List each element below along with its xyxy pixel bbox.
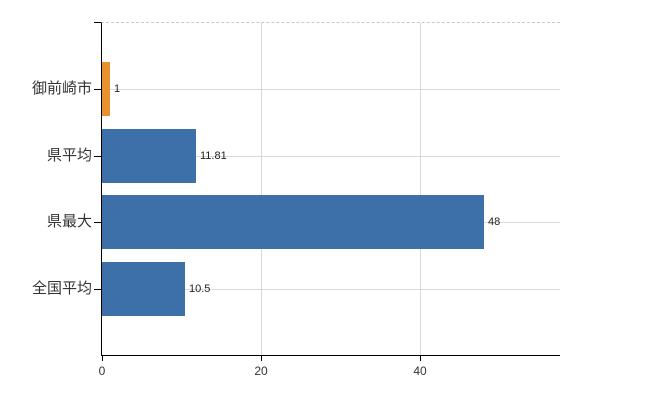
x-axis-tick: [261, 356, 262, 361]
bar-value-label: 48: [488, 216, 501, 228]
x-axis-tick-label: 40: [413, 364, 427, 378]
y-axis-tick: [94, 89, 101, 90]
category-label: 全国平均: [31, 280, 92, 297]
category-label: 県平均: [46, 147, 92, 164]
vertical-gridline: [420, 23, 421, 355]
vertical-gridline: [261, 23, 262, 355]
y-axis-tick: [94, 289, 101, 290]
bar: [102, 262, 185, 316]
horizontal-gridline: [102, 89, 560, 90]
bar-value-label: 10.5: [189, 283, 211, 295]
bar: [102, 195, 484, 249]
x-axis-tick-label: 0: [98, 364, 106, 378]
x-axis-tick: [420, 356, 421, 361]
horizontal-gridline: [102, 289, 560, 290]
x-axis-tick-label: 20: [254, 364, 268, 378]
horizontal-gridline: [102, 156, 560, 157]
plot-area: 1 御前崎市 11.81 県平均 48 県最大 10.5 全国平均 0 20 40: [32, 22, 560, 378]
bar: [102, 129, 196, 183]
x-axis-tick: [102, 356, 103, 361]
bar-value-label: 11.81: [200, 150, 227, 162]
bar-value-label: 1: [114, 83, 121, 95]
y-axis-tick: [94, 222, 101, 223]
y-axis-tick: [94, 22, 101, 23]
category-label: 県最大: [46, 213, 92, 230]
y-axis-tick: [94, 156, 101, 157]
bar: [102, 62, 110, 116]
category-label: 御前崎市: [31, 80, 92, 97]
